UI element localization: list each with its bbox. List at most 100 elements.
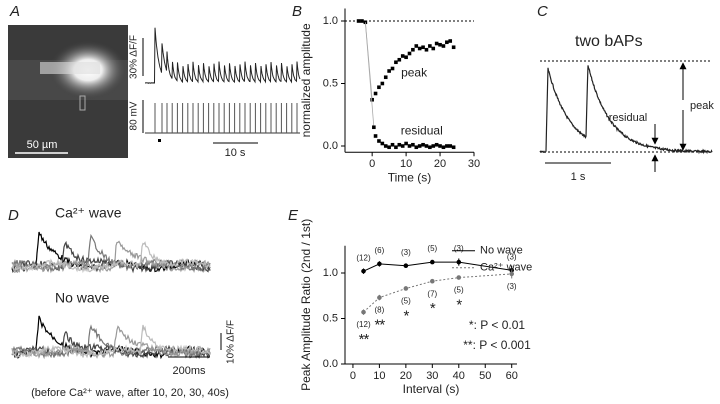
panel-letter: A — [9, 3, 20, 20]
note: **: P < 0.001 — [463, 338, 531, 352]
marker — [404, 55, 408, 60]
panel-letter: D — [8, 207, 19, 224]
group-label: No wave — [55, 290, 110, 306]
x-tick-label: 0 — [369, 158, 375, 170]
x-tick-label: 50 — [479, 370, 491, 382]
fluorescence-trace — [11, 241, 211, 274]
marker — [434, 142, 439, 147]
n-label: (8) — [375, 306, 385, 315]
marker — [397, 142, 402, 147]
marker — [400, 54, 405, 58]
y-tick-label: 1.0 — [323, 267, 338, 279]
n-label: (3) — [454, 244, 464, 253]
dendrite — [40, 62, 100, 74]
marker — [417, 144, 422, 148]
marker — [438, 144, 442, 148]
marker — [451, 45, 456, 50]
marker — [417, 46, 422, 51]
marker — [430, 278, 435, 284]
scale-label: 10% ΔF/F — [226, 320, 237, 364]
y-tick-label: 0.0 — [323, 358, 338, 370]
series-label: residual — [401, 123, 443, 137]
roi-box — [79, 95, 86, 111]
marker — [387, 145, 391, 150]
traces — [11, 231, 211, 360]
marker — [431, 144, 436, 148]
y-tick-label: 0.0 — [323, 140, 338, 152]
marker — [383, 75, 388, 80]
line — [363, 273, 512, 313]
marker — [451, 145, 456, 150]
panel-letter: C — [537, 3, 548, 20]
marker — [428, 44, 432, 48]
legend-label: No wave — [480, 245, 523, 257]
x-tick-label: 20 — [434, 158, 446, 170]
n-label: (12) — [356, 320, 371, 329]
marker — [434, 41, 439, 46]
marker — [394, 60, 398, 65]
x-tick-label: 20 — [400, 370, 412, 382]
traces — [539, 65, 713, 155]
marker — [448, 39, 453, 43]
n-label: (3) — [401, 248, 411, 257]
x-tick-label: 10 — [400, 158, 412, 170]
annotation: residual — [609, 112, 648, 124]
n-label: (12) — [356, 253, 371, 262]
n-label: (5) — [401, 297, 411, 306]
legend-label: Ca²⁺ wave — [480, 262, 532, 274]
y-tick-label: 0.5 — [323, 77, 338, 89]
n-label: (7) — [427, 289, 437, 298]
marker — [356, 19, 361, 23]
marker — [403, 286, 409, 291]
marker — [377, 139, 381, 143]
caption: (before Ca²⁺ wave, after 10, 20, 30, 40s… — [31, 387, 229, 399]
marker — [428, 145, 432, 150]
marker — [424, 47, 429, 52]
marker — [370, 97, 374, 102]
marker — [390, 66, 395, 71]
marker — [407, 51, 412, 56]
marker — [361, 268, 366, 274]
stim-marker — [158, 139, 161, 142]
marker — [411, 47, 415, 52]
scale-label: 30% ΔF/F — [129, 35, 140, 79]
n-label: (6) — [375, 246, 385, 255]
marker — [438, 42, 442, 47]
n-label: (5) — [427, 244, 437, 253]
n-label: (3) — [507, 252, 517, 261]
x-tick-label: 0 — [350, 370, 356, 382]
y-tick-label: 0.5 — [323, 312, 338, 324]
note: *: P < 0.01 — [469, 318, 525, 332]
marker — [380, 81, 385, 86]
marker — [390, 142, 395, 147]
x-tick-label: 30 — [468, 158, 480, 170]
marker — [414, 44, 419, 48]
n-label: (5) — [454, 286, 464, 295]
panel-letter: E — [288, 207, 299, 224]
fluorescence-trace — [11, 324, 211, 359]
marker — [414, 145, 419, 150]
fluorescence-trace — [11, 324, 211, 360]
marker — [456, 259, 462, 265]
marker — [424, 144, 429, 148]
significance: * — [430, 300, 436, 317]
marker — [361, 309, 366, 315]
marker — [397, 57, 402, 62]
x-tick-label: 40 — [453, 370, 465, 382]
marker — [400, 144, 405, 148]
marker — [377, 85, 381, 90]
line — [363, 261, 512, 272]
x-axis-label: Interval (s) — [403, 382, 460, 396]
marker — [403, 263, 409, 269]
traces — [145, 27, 301, 134]
fluorescence-trace — [11, 233, 211, 274]
marker — [380, 141, 385, 146]
y-tick-label: 1.0 — [323, 15, 338, 27]
marker — [441, 44, 446, 48]
marker — [404, 141, 408, 146]
scale-label: 80 mV — [129, 101, 140, 130]
marker — [445, 144, 449, 148]
scale-label: 10 s — [225, 147, 246, 159]
